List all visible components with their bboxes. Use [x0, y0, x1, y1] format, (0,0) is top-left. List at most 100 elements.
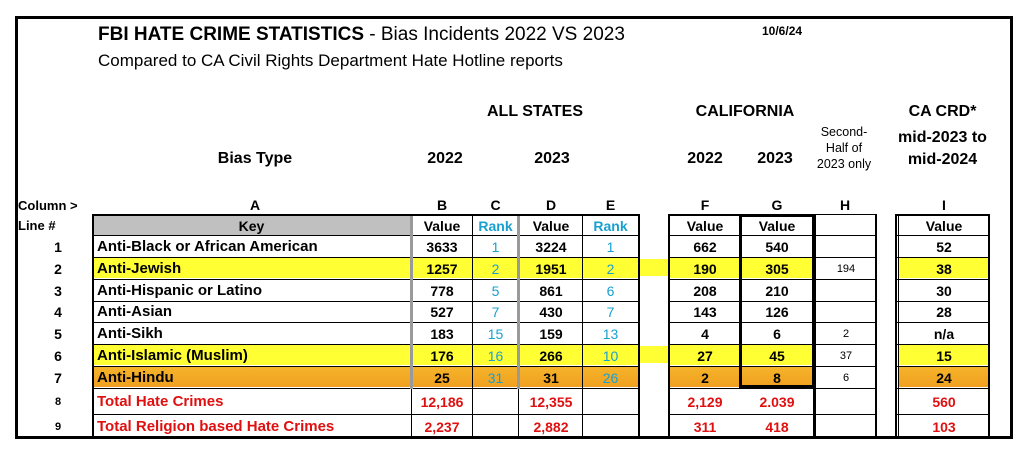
- row-separator: [93, 279, 639, 280]
- cell-e: 7: [606, 303, 615, 320]
- divider-c-d: [517, 216, 520, 389]
- header-separator: [896, 235, 989, 236]
- cell-b: 778: [430, 282, 454, 299]
- col-letter-g: G: [771, 197, 783, 213]
- divider-a-b: [410, 216, 413, 389]
- row-separator: [93, 366, 639, 367]
- cell-b: 3633: [426, 238, 458, 255]
- cell-i: 28: [936, 303, 952, 320]
- page-subtitle: Compared to CA Civil Rights Department H…: [98, 51, 563, 70]
- cell-b: 527: [430, 303, 454, 320]
- row-key: Total Religion based Hate Crimes: [97, 418, 335, 435]
- cell-g: 2.039: [759, 393, 795, 410]
- cell-h: 6: [842, 371, 850, 384]
- cell-c: 1: [491, 238, 500, 255]
- ca-2023-border: [739, 214, 815, 388]
- cell-c: 16: [487, 347, 504, 364]
- cell-b: 12,186: [420, 393, 464, 410]
- col-letter-d: D: [545, 197, 557, 213]
- header-2023: 2023: [534, 150, 570, 167]
- line-number: 8: [54, 395, 62, 408]
- cell-h: 37: [839, 349, 853, 362]
- value-header-b: Value: [423, 217, 461, 234]
- line-number: 5: [54, 325, 62, 342]
- cell-d: 31: [543, 369, 559, 386]
- cell-f: 27: [697, 347, 713, 364]
- cell-g: 126: [765, 303, 789, 320]
- cell-c: 31: [487, 369, 504, 386]
- header-2022: 2022: [427, 150, 463, 167]
- cell-d: 266: [539, 347, 563, 364]
- line-number: 9: [54, 420, 62, 433]
- highlight-row-2: [93, 257, 638, 278]
- row-separator: [816, 279, 876, 280]
- divider-c-d-totals: [518, 389, 519, 438]
- row-separator: [93, 414, 639, 415]
- highlight-row-2-gap: [638, 259, 670, 276]
- row-separator: [93, 257, 639, 258]
- header-separator: [816, 235, 876, 236]
- cell-c: 5: [491, 282, 500, 299]
- cell-i: n/a: [933, 325, 955, 342]
- cell-d: 2,882: [533, 418, 569, 435]
- fbi-table-border: [92, 214, 640, 438]
- col-letter-a: A: [249, 197, 261, 213]
- cell-e: 1: [606, 238, 615, 255]
- cell-f: 208: [693, 282, 717, 299]
- key-header-bg: [93, 216, 410, 235]
- cell-b: 1257: [426, 260, 458, 277]
- report-date: 10/6/24: [762, 24, 803, 38]
- row-key: Anti-Black or African American: [97, 238, 318, 255]
- value-header-i: Value: [925, 217, 963, 234]
- cell-h: 2: [842, 327, 850, 340]
- group-california: CALIFORNIA: [695, 103, 795, 120]
- row-separator: [896, 388, 989, 389]
- highlight-row-7: [93, 366, 638, 387]
- cell-f: 2,129: [687, 393, 723, 410]
- cell-g: 540: [765, 238, 789, 255]
- highlight-row-6-gap: [638, 346, 670, 363]
- cell-g: 6: [773, 325, 781, 342]
- col-letter-c: C: [490, 197, 501, 213]
- row-separator: [816, 388, 876, 389]
- line-number: 2: [54, 260, 62, 277]
- divider-crd-inner: [898, 216, 899, 438]
- value-header-g: Value: [758, 217, 796, 234]
- cell-i: 38: [936, 260, 952, 277]
- row-key: Total Hate Crimes: [97, 393, 224, 410]
- row-separator: [896, 257, 989, 258]
- row-separator: [669, 414, 814, 415]
- cell-f: 311: [693, 418, 717, 435]
- highlight-row-7-crd: [898, 366, 988, 387]
- cell-e: 10: [602, 347, 619, 364]
- cell-c: 2: [491, 260, 500, 277]
- group-ca-crd: CA CRD*: [908, 103, 977, 120]
- col-letter-h: H: [839, 197, 851, 213]
- cell-i: 24: [936, 369, 952, 386]
- row-key: Anti-Hindu: [97, 369, 174, 386]
- cell-i: 560: [932, 393, 956, 410]
- cell-g: 8: [773, 369, 781, 386]
- line-number: 4: [54, 303, 62, 320]
- column-label: Column >: [18, 198, 78, 213]
- row-separator: [896, 301, 989, 302]
- cell-g: 305: [765, 260, 789, 277]
- col-letter-b: B: [436, 197, 448, 213]
- cell-i: 52: [936, 238, 952, 255]
- cell-i: 103: [932, 418, 956, 435]
- line-number: 3: [54, 282, 62, 299]
- cell-b: 183: [430, 325, 454, 342]
- group-ca-crd-period: mid-2023 to mid-2024: [898, 129, 987, 168]
- highlight-row-2-crd: [898, 257, 988, 278]
- header-ca-2022: 2022: [687, 150, 723, 167]
- row-key: Anti-Hispanic or Latino: [97, 282, 262, 299]
- row-separator: [896, 344, 989, 345]
- row-separator: [93, 344, 639, 345]
- crd-table-border: [895, 214, 990, 438]
- cell-d: 1951: [535, 260, 567, 277]
- line-number: 7: [54, 369, 62, 386]
- cell-f: 2: [701, 369, 709, 386]
- cell-d: 861: [539, 282, 563, 299]
- cell-f: 143: [693, 303, 717, 320]
- row-separator: [816, 257, 876, 258]
